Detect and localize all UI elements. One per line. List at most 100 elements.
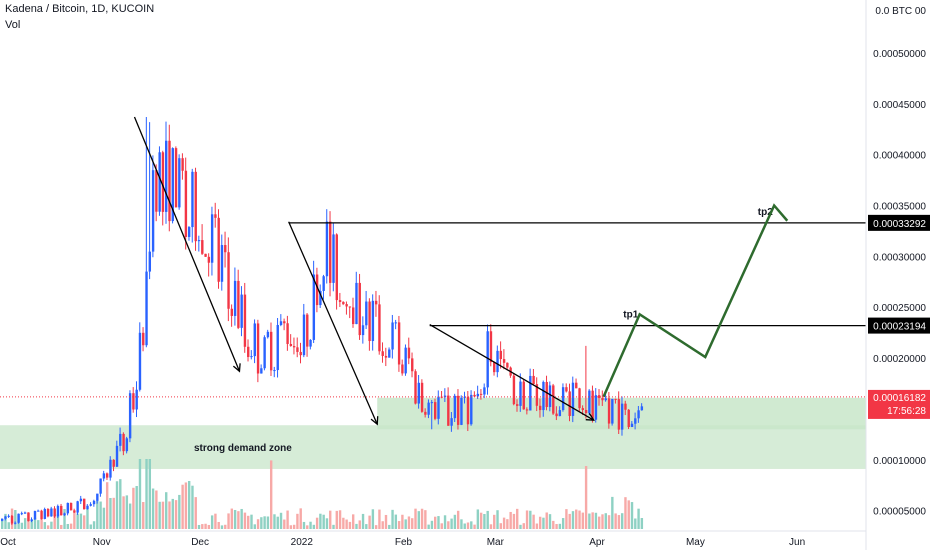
- volume-bar: [112, 497, 115, 529]
- volume-bar: [207, 524, 211, 529]
- candle-body: [493, 362, 496, 373]
- candle-body: [10, 515, 14, 524]
- candle-body: [233, 280, 237, 316]
- candle-body: [414, 371, 417, 404]
- price-tick-label: 0.00050000: [873, 49, 926, 60]
- candle-body: [269, 331, 273, 371]
- candle-body: [125, 438, 129, 452]
- volume-bar: [427, 524, 430, 529]
- volume-bar: [79, 513, 83, 529]
- candle-body: [575, 382, 578, 389]
- volume-bar: [194, 497, 197, 529]
- candle-body: [168, 140, 171, 222]
- volume-bar: [197, 524, 201, 529]
- time-tick-label: Feb: [395, 537, 413, 548]
- volume-bar: [319, 513, 322, 529]
- volume-bar: [545, 512, 548, 529]
- volume-bar: [637, 508, 640, 529]
- volume-bar: [250, 514, 253, 529]
- candle-body: [99, 478, 102, 494]
- volume-bar: [378, 509, 381, 529]
- candle-body: [253, 323, 256, 357]
- price-tick-label: 0.00020000: [873, 354, 926, 365]
- volume-bar: [620, 513, 624, 529]
- candle-body: [276, 324, 279, 371]
- candle-body: [119, 433, 122, 446]
- candle-body: [584, 409, 588, 414]
- candle-body: [476, 393, 480, 397]
- candle-body: [73, 510, 76, 513]
- volume-bar: [23, 518, 27, 529]
- volume-bar: [558, 523, 562, 529]
- candle-body: [345, 304, 348, 307]
- candle-body: [640, 406, 644, 411]
- candle-body: [194, 171, 197, 242]
- candle-body: [312, 274, 316, 340]
- volume-bar: [394, 514, 398, 529]
- volume-bar: [168, 501, 171, 529]
- candle-body: [115, 445, 119, 467]
- volume-bar: [388, 524, 391, 529]
- volume-bar: [486, 510, 489, 529]
- volume-bar: [247, 515, 250, 529]
- volume-bar: [424, 510, 427, 529]
- price-tick-label: 0.00005000: [873, 507, 926, 518]
- candle-body: [309, 339, 312, 347]
- candle-body: [486, 331, 489, 388]
- candle-body: [516, 404, 519, 406]
- candle-body: [548, 385, 552, 408]
- candle-body: [565, 387, 568, 392]
- candle-body: [148, 251, 152, 272]
- volume-bar: [161, 501, 165, 529]
- candle-body: [630, 423, 634, 427]
- candle-body: [237, 280, 240, 328]
- volume-bar: [535, 523, 539, 529]
- candle-body: [283, 321, 286, 324]
- candle-body: [329, 221, 332, 283]
- volume-bar: [355, 523, 358, 529]
- time-tick-label: 2022: [291, 537, 314, 548]
- candle-body: [122, 433, 125, 452]
- candle-body: [247, 346, 250, 358]
- volume-bar: [132, 487, 135, 529]
- candle-body: [450, 418, 453, 426]
- volume-bar: [187, 480, 191, 529]
- candle-body: [604, 398, 607, 401]
- volume-bar: [86, 509, 89, 529]
- volume-bar: [463, 523, 466, 529]
- candle-body: [394, 322, 398, 324]
- volume-bar: [591, 512, 594, 529]
- volume-bar: [83, 515, 86, 529]
- candle-body: [161, 152, 165, 212]
- candle-body: [538, 405, 542, 411]
- volume-bar: [594, 512, 598, 529]
- volume-bar: [309, 521, 312, 529]
- target-price-tag-label: 0.00023194: [873, 322, 926, 333]
- candle-body: [620, 403, 624, 430]
- candle-body: [411, 358, 414, 372]
- volume-bar: [128, 503, 132, 529]
- volume-bar: [434, 516, 437, 529]
- volume-bar: [345, 519, 348, 529]
- volume-bar: [315, 517, 319, 529]
- volume-bar: [165, 492, 168, 529]
- volume-bar: [614, 513, 617, 529]
- candle-body: [463, 396, 466, 398]
- volume-bar: [37, 520, 40, 529]
- volume-bar: [243, 512, 247, 529]
- candle-body: [424, 411, 427, 415]
- candle-body: [384, 355, 388, 358]
- candle-body: [601, 398, 604, 401]
- volume-bar: [220, 525, 224, 529]
- candle-body: [322, 276, 325, 291]
- candle-body: [443, 395, 447, 398]
- candle-body: [627, 409, 630, 427]
- candle-body: [529, 375, 532, 411]
- volume-bar: [53, 514, 56, 529]
- volume-bar: [115, 481, 119, 529]
- candle-body: [17, 513, 20, 523]
- candle-body: [525, 409, 529, 411]
- volume-bar: [397, 521, 401, 529]
- candle-body: [181, 158, 184, 171]
